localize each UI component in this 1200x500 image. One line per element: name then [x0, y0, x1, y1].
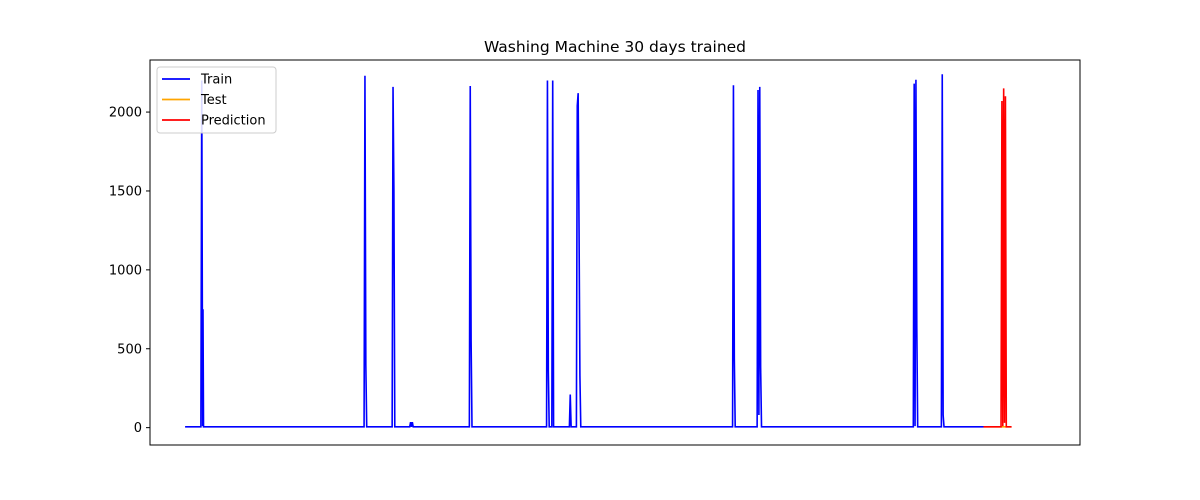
legend-label-prediction: Prediction: [201, 114, 266, 129]
y-tick-label: 0: [134, 421, 142, 436]
legend-label-train: Train: [200, 73, 232, 88]
plot-area-frame: [149, 59, 1081, 446]
y-tick-label: 500: [117, 342, 142, 357]
legend: Train Test Prediction: [156, 66, 277, 134]
y-tick-label: 1000: [109, 263, 142, 278]
y-axis: 0 500 1000 1500 2000: [109, 106, 150, 436]
y-tick-label: 1500: [109, 184, 142, 199]
series-line-train: [185, 74, 984, 428]
series-line-prediction: [983, 88, 1012, 428]
legend-box: [156, 66, 277, 134]
chart-title: Washing Machine 30 days trained: [484, 38, 746, 56]
y-tick-label: 2000: [109, 106, 142, 121]
legend-label-test: Test: [200, 93, 227, 108]
series-layer: [185, 74, 1012, 428]
